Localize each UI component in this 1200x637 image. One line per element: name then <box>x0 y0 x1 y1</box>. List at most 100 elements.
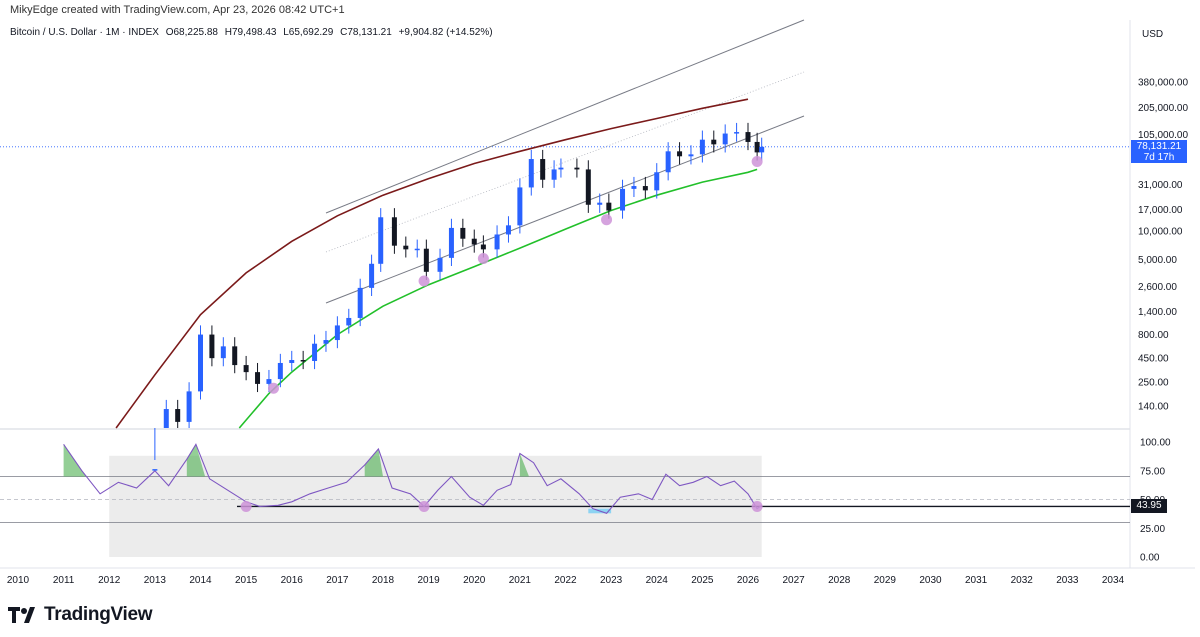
candle-body <box>734 132 740 134</box>
symbol-name[interactable]: Bitcoin / U.S. Dollar · 1M · INDEX <box>10 27 159 38</box>
price-marker <box>418 275 430 287</box>
candle-body <box>494 234 500 250</box>
time-tick-label: 2024 <box>646 575 669 586</box>
candle-body <box>414 248 420 251</box>
candle-body <box>334 325 340 341</box>
candle-body <box>369 263 375 288</box>
price-series <box>152 122 765 471</box>
candle-body <box>163 409 169 428</box>
time-tick-label: 2012 <box>98 575 121 586</box>
osc-tick-label: 0.00 <box>1140 553 1160 564</box>
candle-body <box>574 167 580 170</box>
candle-body <box>437 257 443 272</box>
lower-curve <box>238 168 758 429</box>
price-tick-label: 31,000.00 <box>1138 180 1183 191</box>
time-axis[interactable]: 2010 2011 2012 2013 2014 2015 2016 2017 2018 2019… <box>7 575 1125 586</box>
price-tick-label: 250.00 <box>1138 378 1169 389</box>
candle-body <box>517 187 523 226</box>
candle-body <box>312 343 318 361</box>
time-tick-label: 2023 <box>600 575 623 586</box>
osc-marker <box>751 500 763 512</box>
time-tick-label: 2028 <box>828 575 851 586</box>
candle-body <box>551 169 557 180</box>
oscillator-background <box>0 443 1130 557</box>
time-tick-label: 2017 <box>326 575 349 586</box>
candle-body <box>540 159 546 180</box>
candle-body <box>266 379 272 384</box>
candle-body <box>232 346 238 366</box>
channel-mid-line <box>325 71 805 253</box>
price-tick-label: 380,000.00 <box>1138 78 1188 89</box>
osc-overbought-fill <box>364 448 383 477</box>
ohlc-open: O68,225.88 <box>165 27 218 38</box>
time-tick-label: 2029 <box>874 575 897 586</box>
candle-body <box>688 154 694 157</box>
candle-body <box>289 360 295 363</box>
osc-tick-label: 25.00 <box>1140 524 1165 535</box>
time-tick-label: 2030 <box>919 575 942 586</box>
time-tick-label: 2025 <box>691 575 714 586</box>
currency-label: USD <box>1142 29 1163 40</box>
last-price-tag: 78,131.21 7d 17h <box>1131 139 1187 163</box>
time-tick-label: 2015 <box>235 575 258 586</box>
candle-body <box>631 186 637 189</box>
time-tick-label: 2027 <box>783 575 806 586</box>
candle-body <box>277 362 283 380</box>
time-tick-label: 2022 <box>554 575 577 586</box>
price-tick-label: 105,000.00 <box>1138 130 1188 141</box>
candle-body <box>300 360 306 362</box>
price-marker <box>751 156 763 168</box>
candle-body <box>346 317 352 326</box>
ohlc-change: +9,904.82 (+14.52%) <box>398 27 493 38</box>
marker-group <box>240 156 763 512</box>
candle-body <box>597 202 603 205</box>
upper-curve <box>115 98 749 429</box>
candle-body <box>699 139 705 155</box>
osc-overbought-fill <box>63 444 87 477</box>
time-tick-label: 2010 <box>7 575 30 586</box>
candle-body <box>357 287 363 318</box>
candle-body <box>558 167 564 170</box>
candle-body <box>243 365 249 373</box>
candle-body <box>759 146 765 153</box>
candle-body <box>209 334 215 359</box>
candle-body <box>378 217 384 264</box>
candle-body <box>471 238 477 245</box>
price-tick-label: 450.00 <box>1138 354 1169 365</box>
time-tick-label: 2011 <box>53 575 75 586</box>
candle-body <box>654 172 660 191</box>
candle-body <box>403 245 409 250</box>
candle-body <box>528 159 534 188</box>
candle-body <box>620 188 626 211</box>
osc-tick-label: 75.00 <box>1140 466 1165 477</box>
brand-name: TradingView <box>44 604 153 625</box>
ohlc-high: H79,498.43 <box>224 27 277 38</box>
time-tick-label: 2016 <box>281 575 304 586</box>
osc-tick-label: 100.00 <box>1140 438 1171 449</box>
price-tick-label: 205,000.00 <box>1138 103 1188 114</box>
candle-body <box>448 227 454 258</box>
price-tick-label: 800.00 <box>1138 330 1169 341</box>
price-axis[interactable]: USD 380,000.00 205,000.00 105,000.00 31,000.… <box>1138 29 1188 413</box>
candle-body <box>391 217 397 246</box>
candle-body <box>152 469 158 471</box>
price-tick-label: 10,000.00 <box>1138 227 1183 238</box>
candle-body <box>665 151 671 173</box>
price-tick-label: 1,400.00 <box>1138 307 1177 318</box>
symbol-legend[interactable]: Bitcoin / U.S. Dollar · 1M · INDEX O68,2… <box>10 27 497 38</box>
time-tick-label: 2032 <box>1011 575 1034 586</box>
last-price-value: 78,131.21 <box>1136 140 1182 152</box>
oscillator-value-tag: 43.95 <box>1131 499 1167 514</box>
rsi-line <box>63 443 763 514</box>
overlay-lines <box>115 19 805 429</box>
candle-body <box>220 346 226 359</box>
time-tick-label: 2033 <box>1056 575 1079 586</box>
candle-body <box>745 132 751 142</box>
channel-lower-line <box>325 115 805 304</box>
time-tick-label: 2019 <box>418 575 441 586</box>
author-header: MikyEdge created with TradingView.com, A… <box>10 4 345 16</box>
tradingview-logo[interactable]: TradingView <box>8 604 153 626</box>
channel-upper-line <box>325 19 805 214</box>
candle-body <box>642 186 648 191</box>
